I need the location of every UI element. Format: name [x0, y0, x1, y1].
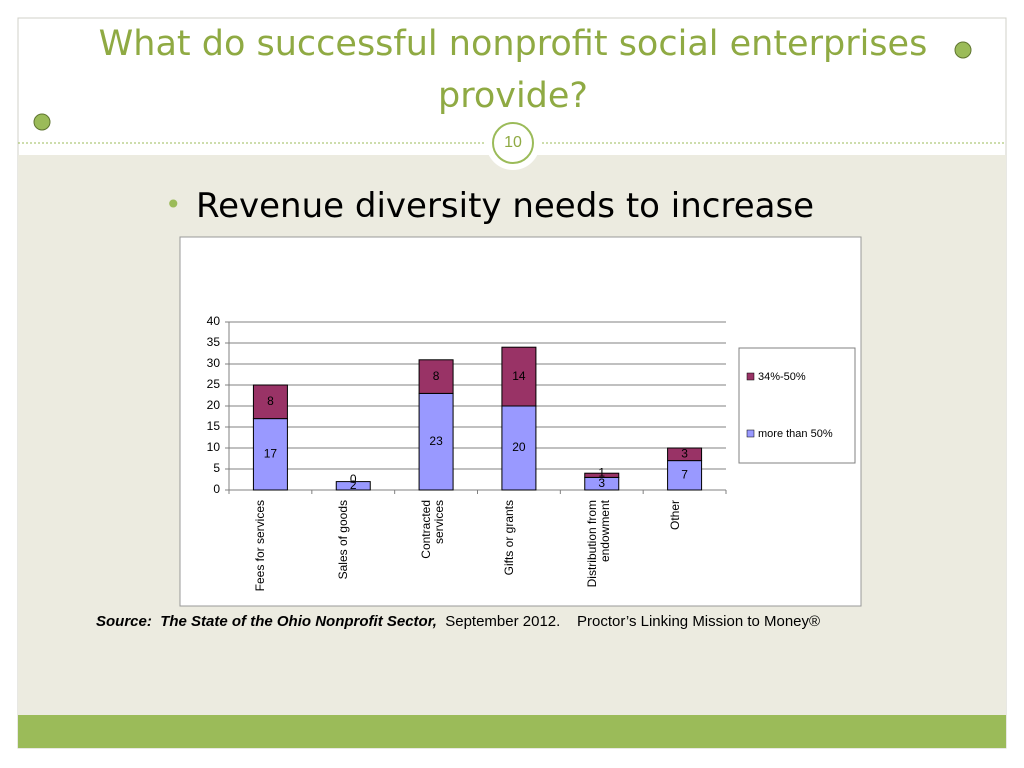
- x-label-box: Fees for services: [253, 500, 268, 592]
- x-label-box: Other: [667, 500, 682, 531]
- y-tick-label: 5: [213, 461, 220, 475]
- value-label: 7: [681, 467, 688, 481]
- bar-segment: [335, 481, 371, 491]
- bullet: Revenue diversity needs to increase: [165, 186, 814, 226]
- decor-dot: [33, 113, 51, 131]
- value-label: 17: [264, 446, 278, 460]
- legend-label: more than 50%: [758, 428, 833, 440]
- x-tick-label: Fees for services: [253, 500, 268, 592]
- value-label: 1: [598, 465, 605, 479]
- value-label: 23: [429, 434, 443, 448]
- source-title: The State of the Ohio Nonprofit Sector,: [160, 613, 437, 630]
- bar-segment: [418, 359, 454, 394]
- value-label: 20: [512, 440, 526, 454]
- legend-box: [738, 347, 856, 464]
- bar-segment: [501, 405, 537, 491]
- bar-segment: [501, 346, 537, 407]
- x-label-box: Distribution from endowment: [584, 500, 612, 588]
- value-label: 8: [267, 394, 274, 408]
- value-label: 3: [681, 446, 688, 460]
- value-label: 3: [598, 476, 605, 490]
- bullet-text: Revenue diversity needs to increase: [196, 186, 815, 226]
- legend-swatch: [746, 429, 755, 438]
- y-tick-label: 20: [207, 398, 221, 412]
- source-rest: September 2012. Proctor’s Linking Missio…: [445, 613, 821, 630]
- bar-segment: [584, 472, 620, 478]
- decor-dot: [954, 41, 972, 59]
- value-label: 0: [350, 472, 357, 486]
- y-tick-label: 30: [207, 356, 221, 370]
- y-tick-label: 0: [213, 482, 220, 496]
- x-tick-label: Other: [667, 500, 682, 531]
- legend-label: 34%-50%: [758, 371, 806, 383]
- x-tick-label: Gifts or grants: [501, 500, 516, 576]
- source-label: Source:: [96, 613, 152, 630]
- bar-segment: [667, 447, 703, 462]
- source: Source: The State of the Ohio Nonprofit …: [96, 612, 866, 632]
- bar-segment: [252, 418, 288, 491]
- value-label: 2: [350, 478, 357, 492]
- y-tick-label: 15: [207, 419, 221, 433]
- y-tick-label: 10: [207, 440, 221, 454]
- page-badge: [492, 122, 534, 164]
- x-tick-label: Contracted services: [419, 500, 447, 559]
- y-tick-label: 35: [207, 335, 221, 349]
- x-label-box: Gifts or grants: [501, 500, 516, 576]
- page-number: 10: [504, 134, 522, 151]
- y-tick-label: 40: [207, 314, 221, 328]
- x-tick-label: Sales of goods: [336, 500, 351, 580]
- y-tick-label: 25: [207, 377, 221, 391]
- footer-band: [18, 715, 1006, 748]
- bar-segment: [667, 460, 703, 491]
- bar-segment: [252, 384, 288, 420]
- legend-swatch: [746, 372, 755, 381]
- value-label: 14: [512, 369, 526, 383]
- slide-title: What do successful nonprofit social ente…: [98, 24, 928, 116]
- value-label: 8: [433, 369, 440, 383]
- x-tick-label: Distribution from endowment: [584, 500, 612, 588]
- x-label-box: Sales of goods: [336, 500, 351, 580]
- x-label-box: Contracted services: [419, 500, 447, 559]
